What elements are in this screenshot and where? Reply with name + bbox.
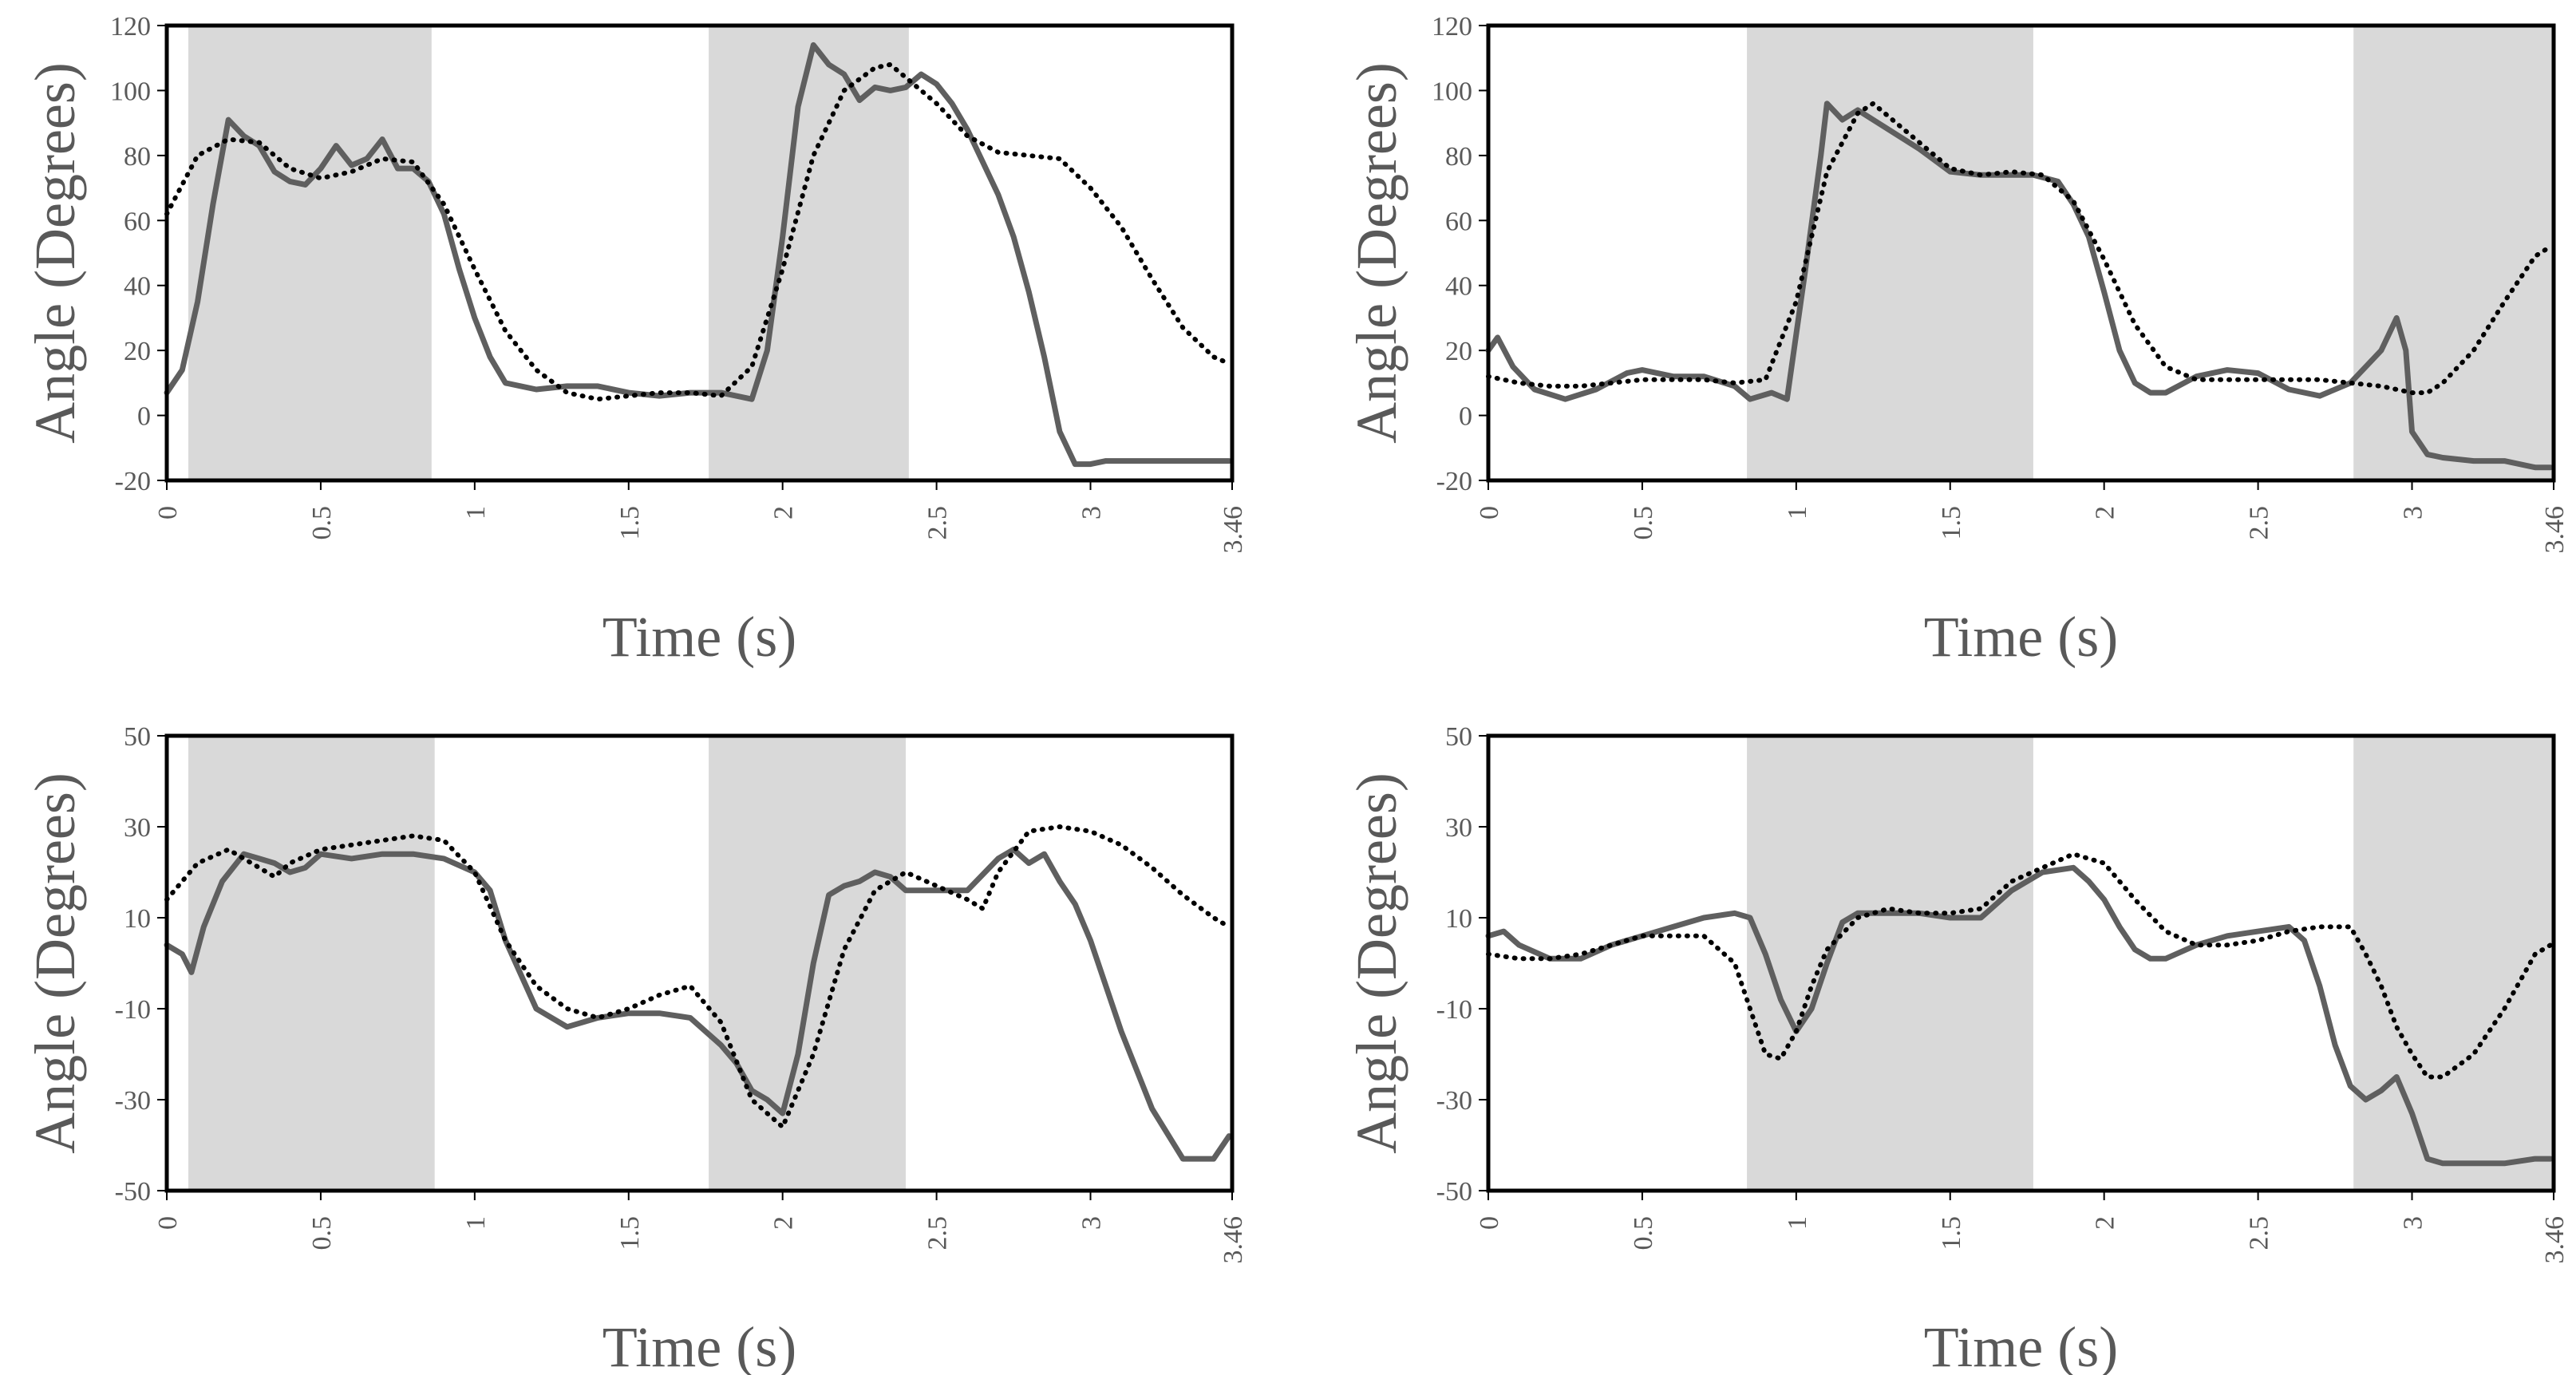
y-tick-label: 80 bbox=[1445, 142, 1472, 172]
x-tick-label: 1.5 bbox=[615, 506, 645, 540]
y-tick-label: 10 bbox=[124, 904, 151, 934]
x-tick-label: 3 bbox=[2399, 1216, 2428, 1230]
y-tick-label: 50 bbox=[124, 722, 151, 752]
x-tick-label: 0 bbox=[153, 506, 183, 520]
x-tick-label: 1 bbox=[461, 506, 491, 520]
panel-bottom-right: -50 -30 -10 10 30 50 0 0.5 1 1.5 2 2.5 3 3.46 Time (s)… bbox=[1345, 722, 2570, 1375]
shaded-region-1 bbox=[2353, 26, 2554, 480]
shaded-region-0 bbox=[188, 736, 435, 1191]
x-tick-label: 1 bbox=[1783, 1216, 1812, 1230]
series-line-dotted bbox=[1486, 101, 2554, 396]
series-line-dotted bbox=[1486, 851, 2554, 1080]
y-tick-label: 0 bbox=[137, 402, 151, 432]
x-tick-label: 2 bbox=[2091, 1216, 2120, 1230]
y-tick-label: 60 bbox=[1445, 207, 1472, 236]
x-tick-label: 0 bbox=[1475, 1216, 1504, 1230]
y-tick-label: -20 bbox=[115, 467, 151, 496]
x-tick-label: 2 bbox=[769, 506, 799, 520]
y-tick-label: -10 bbox=[1436, 995, 1472, 1025]
x-axis-label: Time (s) bbox=[1924, 605, 2118, 669]
x-tick-label: 2.5 bbox=[923, 1216, 953, 1251]
y-tick-label: 30 bbox=[124, 813, 151, 843]
y-tick-label: 120 bbox=[110, 12, 151, 41]
x-tick-label: 3.46 bbox=[1219, 1216, 1248, 1264]
series-line-dotted bbox=[164, 824, 1232, 1130]
x-tick-label: 2 bbox=[2091, 506, 2120, 520]
y-axis-label: Angle (Degrees) bbox=[23, 62, 87, 444]
x-tick-label: 0.5 bbox=[1629, 1216, 1658, 1251]
x-tick-label: 1.5 bbox=[1937, 1216, 1966, 1251]
x-tick-label: 0 bbox=[153, 1216, 183, 1230]
x-tick-label: 1 bbox=[461, 1216, 491, 1230]
y-tick-label: 40 bbox=[124, 272, 151, 302]
x-tick-label: 2.5 bbox=[2245, 1216, 2274, 1251]
x-tick-label: 3.46 bbox=[1219, 506, 1248, 554]
y-tick-label: 50 bbox=[1445, 722, 1472, 752]
shaded-region-1 bbox=[709, 736, 907, 1191]
x-tick-label: 3 bbox=[2399, 506, 2428, 520]
x-tick-label: 3.46 bbox=[2540, 1216, 2570, 1264]
x-tick-label: 2.5 bbox=[2245, 506, 2274, 540]
plot-frame bbox=[1486, 733, 2556, 1193]
y-tick-label: 120 bbox=[1432, 12, 1472, 41]
x-axis-label: Time (s) bbox=[1924, 1315, 2118, 1375]
panel-bottom-left: -50 -30 -10 10 30 50 0 0.5 1 1.5 2 2.5 3 3.46 Time (s)… bbox=[23, 722, 1248, 1375]
y-tick-label: -50 bbox=[1436, 1177, 1472, 1207]
y-tick-label: 10 bbox=[1445, 904, 1472, 934]
y-tick-label: 40 bbox=[1445, 272, 1472, 302]
y-tick-label: 80 bbox=[124, 142, 151, 172]
y-tick-label: -20 bbox=[1436, 467, 1472, 496]
y-tick-label: -30 bbox=[115, 1086, 151, 1116]
series-line-solid bbox=[1485, 864, 2554, 1167]
y-axis-label: Angle (Degrees) bbox=[23, 772, 87, 1154]
x-tick-label: 0.5 bbox=[307, 1216, 337, 1251]
x-tick-label: 2 bbox=[769, 1216, 799, 1230]
x-axis-label: Time (s) bbox=[603, 1315, 796, 1375]
x-tick-label: 0 bbox=[1475, 506, 1504, 520]
y-tick-label: 20 bbox=[124, 337, 151, 366]
y-tick-label: 0 bbox=[1459, 402, 1472, 432]
y-axis-label: Angle (Degrees) bbox=[1345, 772, 1409, 1154]
y-tick-label: 100 bbox=[110, 77, 151, 106]
y-tick-label: -50 bbox=[115, 1177, 151, 1207]
plot-frame bbox=[164, 23, 1235, 483]
x-axis-label: Time (s) bbox=[603, 605, 796, 669]
x-tick-label: 0.5 bbox=[1629, 506, 1658, 540]
x-tick-label: 0.5 bbox=[307, 506, 337, 540]
series-line-dotted bbox=[164, 61, 1232, 402]
y-tick-label: 30 bbox=[1445, 813, 1472, 843]
shaded-region-0 bbox=[1747, 26, 2033, 480]
x-tick-label: 2.5 bbox=[923, 506, 953, 540]
x-tick-label: 3 bbox=[1077, 506, 1107, 520]
y-tick-label: -30 bbox=[1436, 1086, 1472, 1116]
y-axis-label: Angle (Degrees) bbox=[1345, 62, 1409, 444]
plot-frame bbox=[1486, 23, 2556, 483]
y-tick-label: 60 bbox=[124, 207, 151, 236]
shaded-region-1 bbox=[2353, 736, 2554, 1191]
x-tick-label: 1.5 bbox=[1937, 506, 1966, 540]
x-tick-label: 1 bbox=[1783, 506, 1812, 520]
series-line-solid bbox=[164, 41, 1232, 468]
x-tick-label: 1.5 bbox=[615, 1216, 645, 1251]
y-tick-label: -10 bbox=[115, 995, 151, 1025]
x-tick-label: 3.46 bbox=[2540, 506, 2570, 554]
shaded-region-1 bbox=[709, 26, 909, 480]
y-tick-label: 20 bbox=[1445, 337, 1472, 366]
x-tick-label: 3 bbox=[1077, 1216, 1107, 1230]
y-tick-label: 100 bbox=[1432, 77, 1472, 106]
shaded-region-0 bbox=[188, 26, 432, 480]
shaded-region-0 bbox=[1747, 736, 2033, 1191]
plot-frame bbox=[164, 733, 1235, 1193]
